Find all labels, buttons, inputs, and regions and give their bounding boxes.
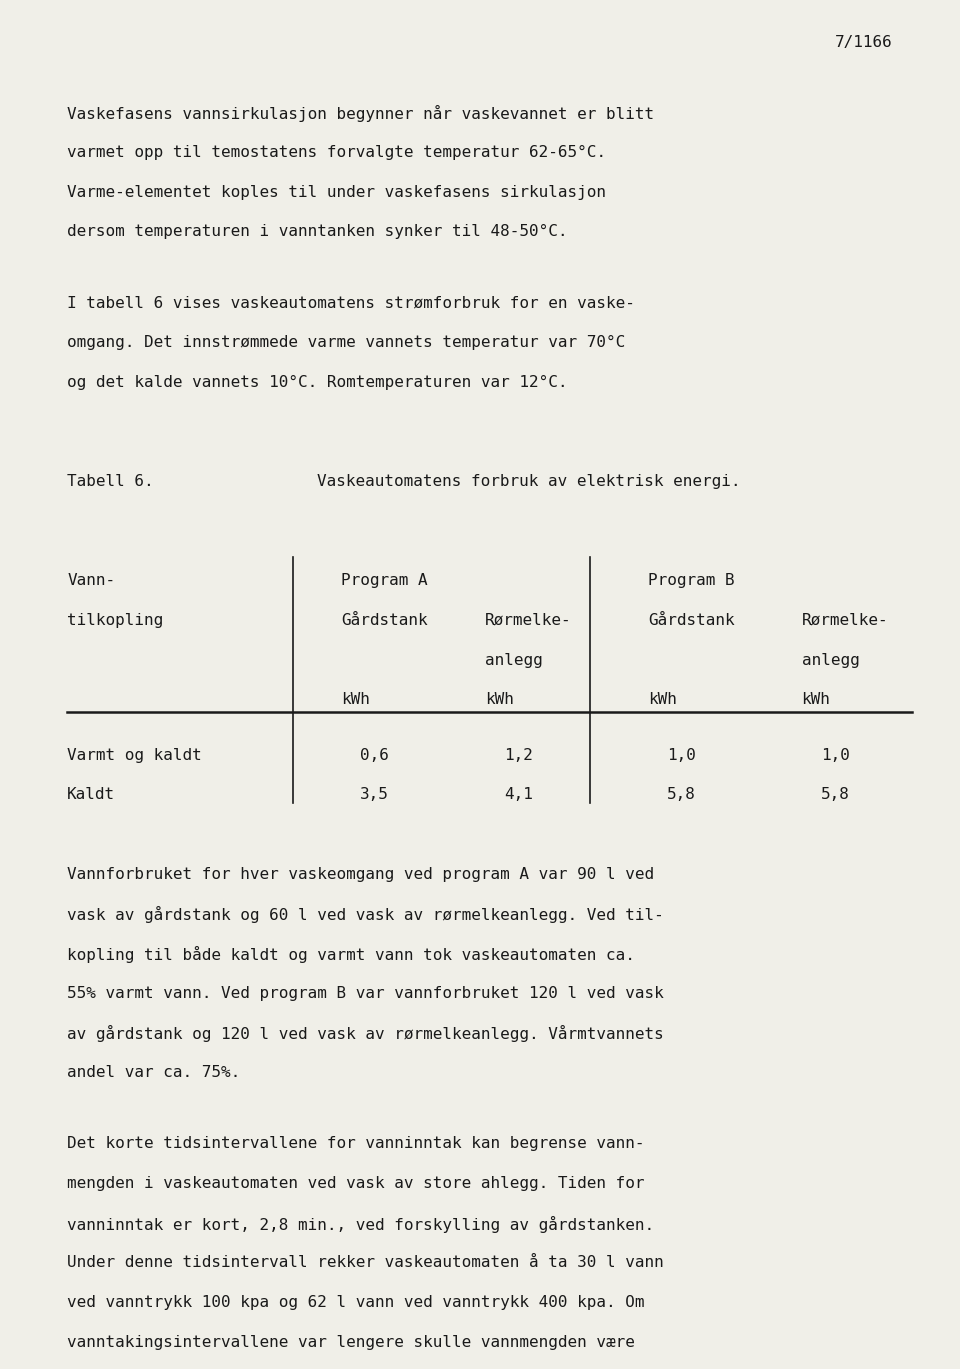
Text: Rørmelke-: Rørmelke-	[802, 613, 888, 628]
Text: og det kalde vannets 10°C. Romtemperaturen var 12°C.: og det kalde vannets 10°C. Romtemperatur…	[67, 375, 567, 390]
Text: Vaskeautomatens forbruk av elektrisk energi.: Vaskeautomatens forbruk av elektrisk ene…	[317, 474, 740, 489]
Text: Det korte tidsintervallene for vanninntak kan begrense vann-: Det korte tidsintervallene for vanninnta…	[67, 1136, 645, 1151]
Text: omgang. Det innstrømmede varme vannets temperatur var 70°C: omgang. Det innstrømmede varme vannets t…	[67, 335, 626, 350]
Text: 1,2: 1,2	[504, 747, 533, 763]
Text: Program A: Program A	[341, 574, 427, 589]
Text: 5,8: 5,8	[667, 787, 696, 802]
Text: vask av gårdstank og 60 l ved vask av rørmelkeanlegg. Ved til-: vask av gårdstank og 60 l ved vask av rø…	[67, 906, 664, 923]
Text: 4,1: 4,1	[504, 787, 533, 802]
Text: Vann-: Vann-	[67, 574, 115, 589]
Text: vanninntak er kort, 2,8 min., ved forskylling av gårdstanken.: vanninntak er kort, 2,8 min., ved forsky…	[67, 1216, 655, 1232]
Text: kWh: kWh	[341, 693, 370, 708]
Text: anlegg: anlegg	[802, 653, 859, 668]
Text: 1,0: 1,0	[821, 747, 850, 763]
Text: Tabell 6.: Tabell 6.	[67, 474, 154, 489]
Text: Program B: Program B	[648, 574, 734, 589]
Text: Rørmelke-: Rørmelke-	[485, 613, 571, 628]
Text: kWh: kWh	[648, 693, 677, 708]
Text: 7/1166: 7/1166	[835, 34, 893, 49]
Text: kWh: kWh	[802, 693, 830, 708]
Text: 1,0: 1,0	[667, 747, 696, 763]
Text: varmet opp til temostatens forvalgte temperatur 62-65°C.: varmet opp til temostatens forvalgte tem…	[67, 145, 606, 160]
Text: kWh: kWh	[485, 693, 514, 708]
Text: Vaskefasens vannsirkulasjon begynner når vaskevannet er blitt: Vaskefasens vannsirkulasjon begynner når…	[67, 105, 655, 122]
Text: ved vanntrykk 100 kpa og 62 l vann ved vanntrykk 400 kpa. Om: ved vanntrykk 100 kpa og 62 l vann ved v…	[67, 1295, 645, 1310]
Text: Gårdstank: Gårdstank	[341, 613, 427, 628]
Text: anlegg: anlegg	[485, 653, 542, 668]
Text: mengden i vaskeautomaten ved vask av store ahlegg. Tiden for: mengden i vaskeautomaten ved vask av sto…	[67, 1176, 645, 1191]
Text: Varme-elementet koples til under vaskefasens sirkulasjon: Varme-elementet koples til under vaskefa…	[67, 185, 606, 200]
Text: kopling til både kaldt og varmt vann tok vaskeautomaten ca.: kopling til både kaldt og varmt vann tok…	[67, 946, 636, 962]
Text: 0,6: 0,6	[360, 747, 389, 763]
Text: Gårdstank: Gårdstank	[648, 613, 734, 628]
Text: andel var ca. 75%.: andel var ca. 75%.	[67, 1065, 240, 1080]
Text: vanntakingsintervallene var lengere skulle vannmengden være: vanntakingsintervallene var lengere skul…	[67, 1335, 636, 1350]
Text: 55% varmt vann. Ved program B var vannforbruket 120 l ved vask: 55% varmt vann. Ved program B var vannfo…	[67, 986, 664, 1001]
Text: tilkopling: tilkopling	[67, 613, 163, 628]
Text: dersom temperaturen i vanntanken synker til 48-50°C.: dersom temperaturen i vanntanken synker …	[67, 225, 567, 240]
Text: Under denne tidsintervall rekker vaskeautomaten å ta 30 l vann: Under denne tidsintervall rekker vaskeau…	[67, 1255, 664, 1270]
Text: Vannforbruket for hver vaskeomgang ved program A var 90 l ved: Vannforbruket for hver vaskeomgang ved p…	[67, 867, 655, 882]
Text: Kaldt: Kaldt	[67, 787, 115, 802]
Text: 5,8: 5,8	[821, 787, 850, 802]
Text: I tabell 6 vises vaskeautomatens strømforbruk for en vaske-: I tabell 6 vises vaskeautomatens strømfo…	[67, 296, 636, 311]
Text: 3,5: 3,5	[360, 787, 389, 802]
Text: Varmt og kaldt: Varmt og kaldt	[67, 747, 202, 763]
Text: av gårdstank og 120 l ved vask av rørmelkeanlegg. Vårmtvannets: av gårdstank og 120 l ved vask av rørmel…	[67, 1025, 664, 1042]
